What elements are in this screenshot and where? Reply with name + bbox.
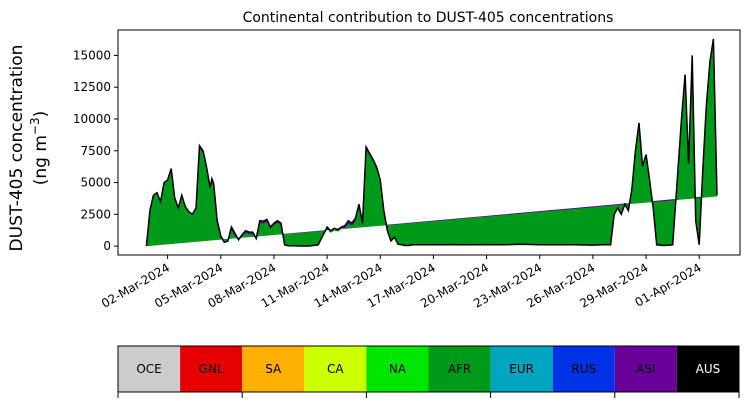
legend-swatch: [180, 346, 243, 392]
y-tick-label: 2500: [80, 207, 111, 221]
legend-swatch: [118, 346, 181, 392]
series-afr-area: [146, 41, 717, 247]
legend-swatch: [676, 346, 739, 392]
legend-label: OCE: [136, 362, 161, 376]
legend-label: AUS: [696, 362, 721, 376]
legend-label: RUS: [571, 362, 596, 376]
legend-swatch: [614, 346, 677, 392]
y-axis-label-prefix: (ng m: [31, 135, 51, 185]
y-axis-label-exponent: −3: [28, 117, 42, 135]
y-tick-label: 0: [103, 239, 111, 253]
y-tick-label: 10000: [73, 112, 111, 126]
series-asi-area: [146, 38, 717, 247]
series-total-line: [145, 38, 718, 247]
legend-swatch: [428, 346, 491, 392]
y-axis-label-line2: (ng m−3): [28, 111, 51, 186]
legend-label: SA: [265, 362, 282, 376]
legend-swatch: [552, 346, 615, 392]
legend-label: GNL: [199, 362, 224, 376]
y-tick-label: 15000: [73, 48, 111, 62]
legend-label: ASI: [636, 362, 655, 376]
legend-swatch: [242, 346, 305, 392]
plot-frame: [117, 29, 741, 256]
legend-swatch: [304, 346, 367, 392]
legend-label: EUR: [509, 362, 534, 376]
legend-label: NA: [389, 362, 407, 376]
y-axis-label: DUST-405 concentration (ng m−3): [7, 45, 51, 252]
y-tick-label: 7500: [80, 144, 111, 158]
chart-title: Continental contribution to DUST-405 con…: [243, 10, 614, 26]
legend-swatch: [366, 346, 429, 392]
y-tick-label: 12500: [73, 80, 111, 94]
legend-label: AFR: [448, 362, 471, 376]
y-axis-label-suffix: ): [31, 111, 51, 118]
y-tick-label: 5000: [80, 176, 111, 190]
legend-frame: [117, 345, 740, 393]
legend-swatch: [490, 346, 553, 392]
y-axis-label-line1: DUST-405 concentration: [7, 45, 27, 252]
legend-label: CA: [327, 362, 344, 376]
